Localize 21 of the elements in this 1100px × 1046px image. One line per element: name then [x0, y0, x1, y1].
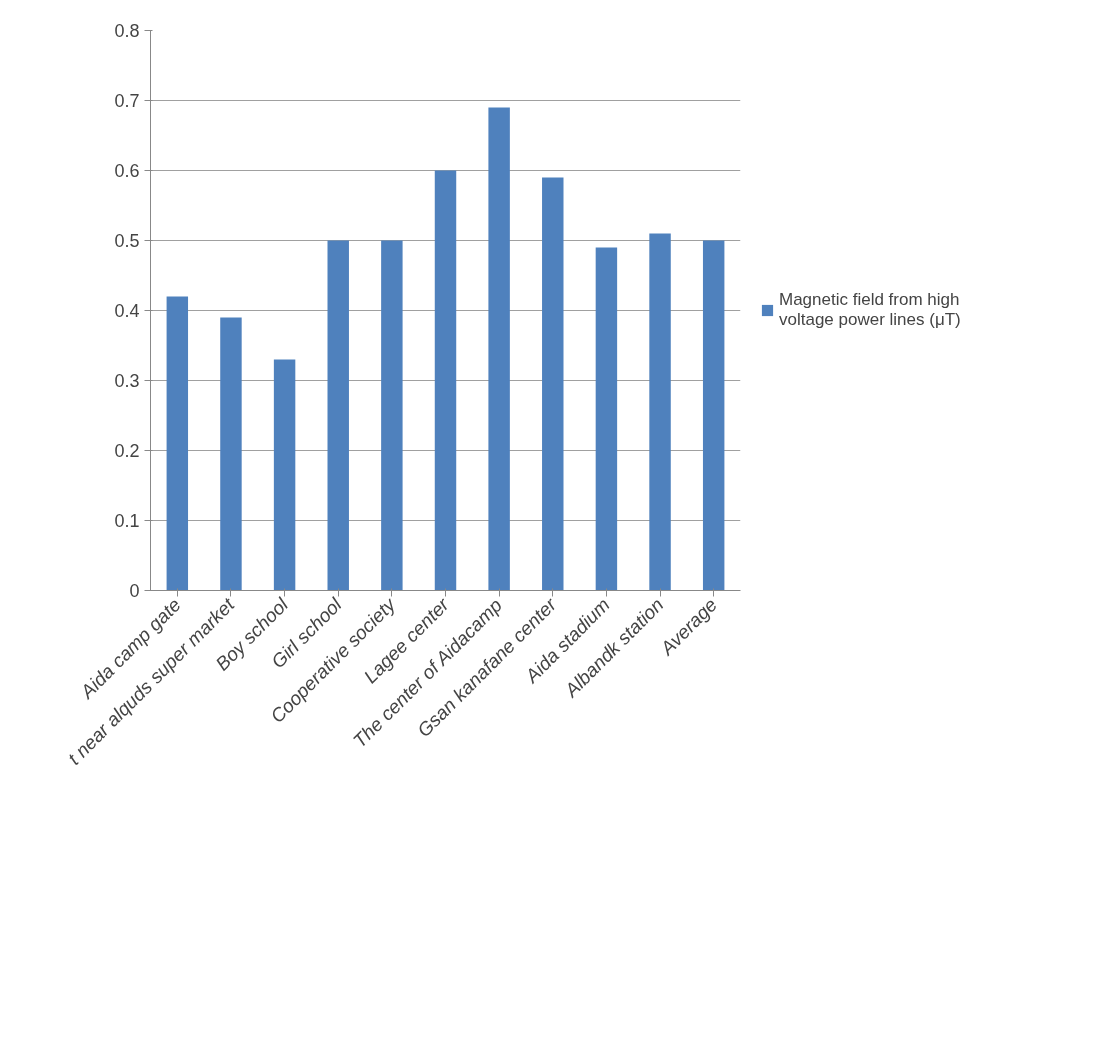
bar: [381, 240, 403, 591]
y-tick-label: 0.3: [114, 371, 140, 391]
y-tick-label: 0.1: [114, 511, 140, 531]
bar: [649, 233, 671, 591]
y-tick-label: 0.7: [114, 91, 140, 111]
y-tick-label: 0.2: [114, 441, 140, 461]
y-tick-label: 0.4: [114, 301, 140, 321]
legend-label: Magnetic field from high voltage power lines (μT): [779, 290, 961, 330]
bar: [488, 107, 510, 591]
y-tick-label: 0.8: [114, 21, 140, 41]
y-tick-label: 0.5: [114, 231, 140, 251]
y-tick-label: 0: [129, 581, 140, 601]
bar: [434, 170, 457, 591]
bar: [327, 240, 349, 591]
bar: [166, 296, 189, 591]
bar: [220, 317, 242, 591]
bar: [702, 240, 725, 591]
y-tick-label: 0.6: [114, 161, 140, 181]
bar: [273, 359, 296, 591]
bar: [595, 247, 618, 591]
bar: [542, 177, 564, 591]
